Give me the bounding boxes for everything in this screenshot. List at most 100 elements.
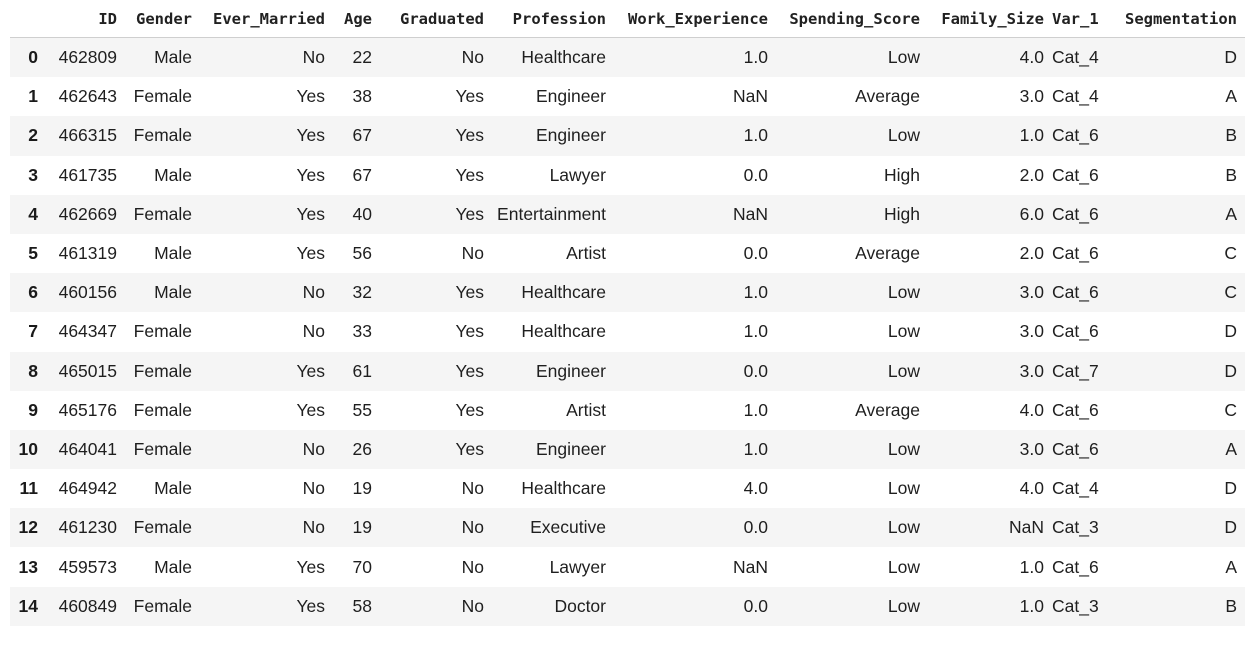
row-index: 8 [28, 360, 38, 381]
column-header: Ever_Married [200, 0, 333, 38]
table-cell: D [1224, 321, 1237, 342]
header-row: ID Gender Ever_Married Age Graduated Professi… [10, 0, 1245, 38]
table-cell: Yes [296, 203, 325, 224]
table-cell: NaN [1008, 517, 1044, 538]
table-cell: 4.0 [1019, 399, 1044, 420]
table-cell: Female [133, 438, 192, 459]
row-index: 9 [28, 399, 38, 420]
row-index: 7 [28, 321, 38, 342]
table-cell: 38 [352, 86, 372, 107]
table-cell: 4.0 [1019, 478, 1044, 499]
table-cell: Low [887, 321, 920, 342]
table-cell: A [1225, 203, 1237, 224]
table-cell: 2.0 [1019, 164, 1044, 185]
table-cell: 67 [352, 125, 372, 146]
column-header: Profession [492, 0, 614, 38]
table-cell: Low [887, 595, 920, 616]
row-index: 14 [18, 595, 38, 616]
table-row: 9 465176 Female Yes 55 Yes Artist 1.0 Average 4.0… [10, 390, 1245, 430]
row-index: 3 [28, 164, 38, 185]
table-cell: 1.0 [743, 399, 768, 420]
table-cell: Yes [296, 399, 325, 420]
table-cell: Cat_4 [1052, 478, 1099, 499]
table-cell: Female [133, 86, 192, 107]
table-cell: Yes [455, 282, 484, 303]
table-cell: High [884, 164, 920, 185]
table-cell: 464942 [58, 478, 117, 499]
table-cell: Low [887, 556, 920, 577]
table-cell: Cat_4 [1052, 86, 1099, 107]
table-cell: Healthcare [521, 321, 606, 342]
table-cell: Cat_6 [1052, 282, 1099, 303]
table-cell: 1.0 [743, 47, 768, 68]
column-header: Spending_Score [776, 0, 928, 38]
table-row: 1 462643 Female Yes 38 Yes Engineer NaN Average 3… [10, 77, 1245, 117]
column-header: Graduated [380, 0, 492, 38]
row-index: 10 [18, 438, 38, 459]
table-cell: Doctor [554, 595, 606, 616]
column-header: Work_Experience [614, 0, 776, 38]
table-cell: Female [133, 399, 192, 420]
table-row: 5 461319 Male Yes 56 No Artist 0.0 Average 2.0 Cat… [10, 233, 1245, 274]
table-cell: Yes [455, 164, 484, 185]
table-cell: 461319 [58, 243, 117, 264]
table-cell: Cat_3 [1052, 517, 1099, 538]
table-cell: 462669 [58, 203, 117, 224]
table-cell: Healthcare [521, 478, 606, 499]
column-header: Gender [125, 0, 200, 38]
table-cell: No [302, 282, 325, 303]
table-cell: Female [133, 125, 192, 146]
table-cell: Engineer [535, 438, 606, 459]
table-cell: Low [887, 125, 920, 146]
table-cell: 460849 [58, 595, 117, 616]
table-cell: 465176 [58, 399, 117, 420]
table-row: 3 461735 Male Yes 67 Yes Lawyer 0.0 High 2.0 Cat_6… [10, 155, 1245, 195]
row-index: 4 [28, 203, 38, 224]
table-cell: NaN [732, 556, 768, 577]
table-cell: Yes [455, 203, 484, 224]
table-cell: 464347 [58, 321, 117, 342]
table-cell: 2.0 [1019, 243, 1044, 264]
table-cell: 1.0 [1019, 125, 1044, 146]
table-cell: No [461, 243, 484, 264]
table-cell: B [1225, 164, 1237, 185]
table-cell: 1.0 [1019, 556, 1044, 577]
table-cell: 4.0 [743, 478, 768, 499]
table-cell: 1.0 [743, 282, 768, 303]
table-cell: 40 [352, 203, 372, 224]
table-cell: Cat_6 [1052, 399, 1099, 420]
row-index: 0 [28, 47, 38, 68]
table-row: 7 464347 Female No 33 Yes Healthcare 1.0 Low 3.0 C… [10, 312, 1245, 352]
table-cell: 461735 [58, 164, 117, 185]
table-cell: Average [855, 243, 920, 264]
table-cell: 55 [352, 399, 372, 420]
table-cell: Male [154, 243, 192, 264]
table-cell: 3.0 [1019, 321, 1044, 342]
table-cell: 460156 [58, 282, 117, 303]
table-cell: 56 [352, 243, 372, 264]
table-cell: 19 [352, 478, 372, 499]
table-cell: Low [887, 47, 920, 68]
table-row: 11 464942 Male No 19 No Healthcare 4.0 Low 4.0 Cat… [10, 469, 1245, 509]
table-cell: 462809 [58, 47, 117, 68]
column-header: ID [46, 0, 125, 38]
column-header: Age [333, 0, 380, 38]
table-cell: No [461, 47, 484, 68]
table-cell: 3.0 [1019, 360, 1044, 381]
table-cell: Yes [296, 243, 325, 264]
table-cell: C [1224, 282, 1237, 303]
table-cell: NaN [732, 86, 768, 107]
table-cell: 26 [352, 438, 372, 459]
table-cell: Average [855, 399, 920, 420]
table-cell: Yes [455, 399, 484, 420]
table-cell: Average [855, 86, 920, 107]
column-header: Var_1 [1052, 0, 1106, 38]
table-cell: A [1225, 556, 1237, 577]
table-row: 8 465015 Female Yes 61 Yes Engineer 0.0 Low 3.0 Ca… [10, 351, 1245, 391]
table-cell: 466315 [58, 125, 117, 146]
table-cell: 4.0 [1019, 47, 1044, 68]
table-cell: Cat_7 [1052, 360, 1099, 381]
table-cell: Yes [455, 321, 484, 342]
table-cell: Cat_3 [1052, 595, 1099, 616]
table-cell: 0.0 [743, 360, 768, 381]
